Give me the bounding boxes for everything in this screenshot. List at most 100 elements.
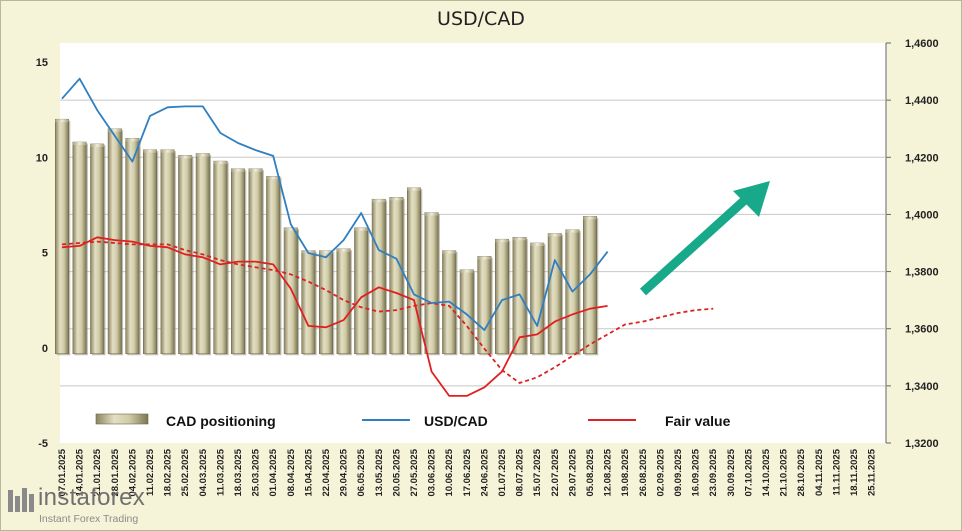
cad-bar-top <box>495 239 509 243</box>
cad-bar <box>424 212 439 355</box>
instaforex-logo: instaforex Instant Forex Trading <box>6 484 176 526</box>
x-tick-label: 19.08.2025 <box>620 448 631 496</box>
legend-bar-swatch <box>95 413 149 425</box>
x-tick-label: 28.01.2025 <box>110 448 121 496</box>
x-tick-label: 14.10.2025 <box>761 448 772 496</box>
cad-bar-top <box>407 187 421 191</box>
x-tick-label: 18.11.2025 <box>849 448 860 496</box>
right-tick-label: 1,3200 <box>905 438 939 450</box>
legend-fair-label: Fair value <box>665 413 731 429</box>
cad-bar-top <box>178 155 192 159</box>
x-tick-label: 24.06.2025 <box>479 448 490 496</box>
x-tick-label: 21.01.2025 <box>92 448 103 496</box>
fair-value-projected-line <box>61 240 714 384</box>
x-tick-label: 20.05.2025 <box>391 448 402 496</box>
cad-bar-top <box>266 176 280 180</box>
x-tick-label: 30.09.2025 <box>726 448 737 496</box>
right-tick-label: 1,4000 <box>905 209 939 221</box>
cad-bar-top <box>319 250 333 254</box>
cad-bar-top <box>460 269 474 273</box>
x-tick-label: 22.04.2025 <box>321 448 332 496</box>
left-tick-label: 10 <box>36 152 48 164</box>
cad-bar-top <box>548 233 562 237</box>
x-tick-label: 25.11.2025 <box>867 448 878 496</box>
x-tick-label: 08.04.2025 <box>286 448 297 496</box>
instaforex-logo-icon <box>8 488 34 512</box>
cad-bar-top <box>72 142 87 146</box>
x-tick-label: 07.01.2025 <box>57 448 68 496</box>
x-tick-label: 15.04.2025 <box>303 448 314 496</box>
cad-bar <box>583 216 597 355</box>
cad-bar <box>72 141 87 355</box>
x-tick-label: 17.06.2025 <box>462 448 473 496</box>
left-tick-label: 5 <box>42 248 48 260</box>
cad-bar-top <box>108 128 122 132</box>
cad-bar-top <box>160 149 175 153</box>
x-tick-label: 23.09.2025 <box>708 448 719 496</box>
cad-bar <box>301 250 316 355</box>
x-tick-label: 26.08.2025 <box>638 448 649 496</box>
cad-bar <box>213 160 228 355</box>
cad-bar-top <box>512 237 527 241</box>
x-tick-label: 15.07.2025 <box>532 448 543 496</box>
x-tick-label: 13.05.2025 <box>374 448 385 496</box>
cad-bar-top <box>125 138 140 142</box>
cad-bar <box>125 137 140 355</box>
logo-brand: instaforex <box>38 484 146 511</box>
x-tick-label: 11.11.2025 <box>831 448 842 495</box>
x-tick-label: 01.04.2025 <box>268 448 279 496</box>
cad-bar <box>495 238 509 355</box>
x-tick-label: 22.07.2025 <box>550 448 561 496</box>
cad-bar-top <box>213 161 228 165</box>
x-tick-label: 11.02.2025 <box>145 448 156 496</box>
trend-arrow-shaft <box>639 194 751 296</box>
x-tick-label: 08.07.2025 <box>515 448 526 496</box>
cad-bar-top <box>477 256 492 260</box>
left-tick-label: -5 <box>38 438 48 450</box>
cad-bar <box>477 256 492 355</box>
right-tick-label: 1,3400 <box>905 381 939 393</box>
cad-bar-top <box>196 153 210 157</box>
cad-bar-top <box>90 143 104 147</box>
cad-bar <box>319 250 333 355</box>
x-tick-label: 06.05.2025 <box>356 448 367 496</box>
fair-value-line <box>61 236 608 397</box>
trend-arrow-head <box>733 181 770 217</box>
right-tick-label: 1,4200 <box>905 152 939 164</box>
cad-bar <box>371 198 386 355</box>
x-tick-label: 04.03.2025 <box>198 448 209 496</box>
x-tick-label: 02.09.2025 <box>655 448 666 496</box>
cad-bar <box>55 118 69 355</box>
cad-bar <box>354 227 369 355</box>
x-tick-label: 10.06.2025 <box>444 448 455 496</box>
cad-bar <box>90 143 105 355</box>
chart-title: USD/CAD <box>437 8 525 30</box>
cad-bar <box>407 187 421 355</box>
x-tick-label: 07.10.2025 <box>743 448 754 496</box>
x-tick-label: 28.10.2025 <box>796 448 807 496</box>
cad-bar-top <box>354 227 368 231</box>
cad-bar-top <box>336 248 351 252</box>
x-tick-label: 27.05.2025 <box>409 448 420 496</box>
cad-bar-top <box>442 250 456 254</box>
cad-bar-top <box>583 216 597 220</box>
x-tick-label: 18.03.2025 <box>233 448 244 496</box>
x-tick-label: 04.11.2025 <box>814 448 825 496</box>
right-tick-label: 1,4600 <box>905 38 939 50</box>
x-tick-label: 14.01.2025 <box>75 448 86 496</box>
cad-bar-top <box>424 212 439 216</box>
cad-bar-top <box>143 149 157 153</box>
x-tick-label: 25.02.2025 <box>180 448 191 496</box>
logo-tagline: Instant Forex Trading <box>39 513 139 525</box>
x-tick-label: 11.03.2025 <box>215 448 226 496</box>
cad-bar-top <box>389 197 404 201</box>
x-tick-label: 03.06.2025 <box>427 448 438 496</box>
x-tick-label: 18.02.2025 <box>163 448 174 496</box>
x-tick-label: 09.09.2025 <box>673 448 684 496</box>
left-tick-label: 0 <box>42 343 48 355</box>
cad-bar <box>143 149 157 355</box>
cad-bar-top <box>248 168 263 172</box>
x-tick-label: 29.04.2025 <box>339 448 350 496</box>
cad-bar <box>547 233 562 355</box>
x-tick-label: 16.09.2025 <box>691 448 702 496</box>
